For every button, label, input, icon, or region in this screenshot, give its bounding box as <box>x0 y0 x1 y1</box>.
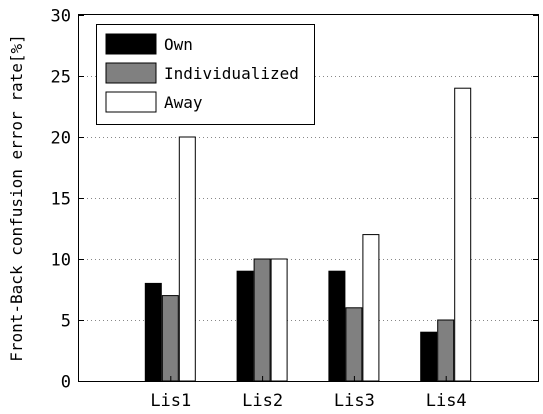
y-tick-label: 5 <box>61 312 71 332</box>
bar-own-lis1 <box>144 282 162 382</box>
bar-individualized-lis2 <box>253 258 271 382</box>
legend-label: Away <box>164 93 203 112</box>
x-tick-label: Lis2 <box>242 391 283 411</box>
bar-individualized-lis4 <box>437 319 455 382</box>
bars <box>144 87 472 382</box>
legend-swatch <box>105 91 157 113</box>
bar-individualized-lis3 <box>345 307 363 382</box>
x-tick-label: Lis1 <box>150 391 191 411</box>
plot-area <box>78 14 539 382</box>
legend-swatch <box>105 33 157 55</box>
bar-away-lis1 <box>178 136 196 382</box>
y-tick-label: 25 <box>51 68 71 88</box>
y-tick-label: 10 <box>51 251 71 271</box>
legend-label: Individualized <box>164 64 299 83</box>
bar-away-lis2 <box>270 258 288 382</box>
bar-individualized-lis1 <box>161 295 179 382</box>
bar-own-lis4 <box>420 331 438 382</box>
x-tick-label: Lis3 <box>334 391 375 411</box>
legend: Own Individualized Away <box>96 24 315 125</box>
y-tick-label: 20 <box>51 129 71 149</box>
y-axis-ticks: 0 5 10 15 20 25 30 <box>51 7 538 393</box>
y-tick-label: 15 <box>51 190 71 210</box>
bar-own-lis3 <box>328 270 346 382</box>
y-tick-label: 0 <box>61 373 71 393</box>
bar-away-lis4 <box>454 87 472 382</box>
bar-away-lis3 <box>362 234 380 382</box>
bar-own-lis2 <box>236 270 254 382</box>
x-axis-ticks: Lis1 Lis2 Lis3 Lis4 <box>150 376 467 411</box>
y-tick-label: 30 <box>51 7 71 27</box>
x-tick-label: Lis4 <box>426 391 467 411</box>
legend-label: Own <box>164 35 193 54</box>
legend-swatch <box>105 62 157 84</box>
y-axis-label: Front-Back confusion error rate[%] <box>7 34 26 362</box>
